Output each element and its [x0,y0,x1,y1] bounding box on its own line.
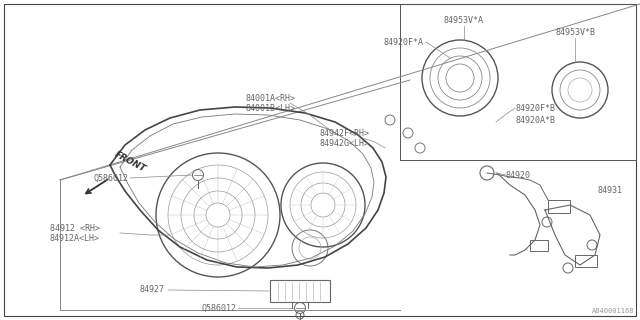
Text: 84001A<RH>: 84001A<RH> [245,93,295,102]
Text: FRONT: FRONT [113,150,147,174]
Text: 84927: 84927 [140,285,165,294]
Bar [548,200,570,213]
Text: 84953V*B: 84953V*B [555,28,595,36]
Bar [530,240,548,251]
Text: 84953V*A: 84953V*A [444,15,484,25]
Text: 84920F*A: 84920F*A [384,37,424,46]
Text: A840001168: A840001168 [591,308,634,314]
Bar [270,280,330,302]
Text: 84912A<LH>: 84912A<LH> [50,234,100,243]
Text: 84920F*B: 84920F*B [515,103,555,113]
Text: Q586012: Q586012 [201,303,236,313]
Text: 84912 <RH>: 84912 <RH> [50,223,100,233]
Text: Q586012: Q586012 [93,173,128,182]
Text: 84001B<LH>: 84001B<LH> [245,103,295,113]
Text: 84920A*B: 84920A*B [515,116,555,124]
Text: 84920: 84920 [506,171,531,180]
Text: 84942F<RH>: 84942F<RH> [320,129,370,138]
Text: 84931: 84931 [597,186,622,195]
Bar [575,255,597,267]
Text: 84942G<LH>: 84942G<LH> [320,139,370,148]
